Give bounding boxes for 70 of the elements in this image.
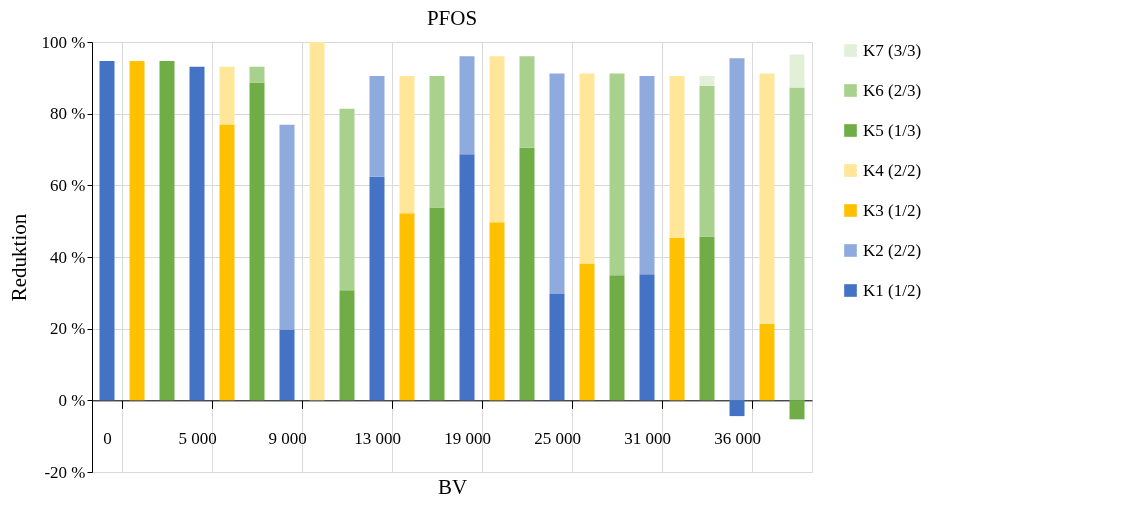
x-tick-label: 19 000 (444, 428, 491, 448)
x-tick-label: 5 000 (178, 428, 217, 448)
legend-label: K4 (2/2) (863, 160, 922, 180)
legend-label: K7 (3/3) (863, 40, 922, 60)
bar (189, 66, 205, 401)
bar (549, 293, 565, 401)
bar (699, 76, 715, 86)
bar (279, 329, 295, 401)
bar (519, 56, 535, 148)
bar (609, 275, 625, 401)
y-axis-title: Reduktion (6, 213, 31, 302)
bar (729, 58, 745, 401)
x-tick-label: 13 000 (354, 428, 401, 448)
bar (429, 207, 445, 401)
y-tick-label: 80 % (50, 104, 86, 124)
bar (669, 237, 685, 401)
bar (489, 222, 505, 401)
x-tick-label: 31 000 (624, 428, 671, 448)
bar (399, 213, 415, 401)
x-tick-label: 0 (103, 428, 112, 448)
y-tick-label: -20 % (44, 462, 86, 482)
x-axis-title: BV (437, 474, 468, 499)
bar (669, 76, 685, 238)
bar (159, 60, 175, 401)
bar (339, 290, 355, 401)
bar (519, 147, 535, 401)
bar (369, 176, 385, 401)
bar (609, 73, 625, 276)
legend-label: K6 (2/3) (863, 80, 922, 100)
bar (459, 56, 475, 155)
bar (579, 263, 595, 401)
legend-label: K1 (1/2) (863, 280, 922, 300)
y-tick-label: 0 % (58, 390, 86, 410)
x-tick-label: 36 000 (714, 428, 761, 448)
bar (309, 42, 325, 401)
y-tick-label: 20 % (50, 319, 86, 339)
bar (579, 73, 595, 264)
legend-label: K3 (1/2) (863, 200, 922, 220)
bar (759, 323, 775, 401)
y-tick-label: 100 % (41, 32, 86, 52)
bar (789, 54, 805, 88)
bar (249, 66, 265, 83)
x-tick-label: 25 000 (534, 428, 581, 448)
bar (759, 73, 775, 324)
bar (399, 76, 415, 214)
y-tick-label: 40 % (50, 247, 86, 267)
bar (369, 76, 385, 177)
bar (549, 73, 565, 294)
bar (129, 60, 145, 401)
bar (249, 82, 265, 401)
bar (699, 85, 715, 237)
bar (429, 76, 445, 208)
bar (489, 56, 505, 223)
y-tick-label: 60 % (50, 175, 86, 195)
chart-title: PFOS (426, 6, 478, 30)
bar (219, 66, 235, 125)
bar (639, 76, 655, 275)
bar (789, 400, 805, 420)
bar (99, 60, 115, 401)
x-tick-label: 9 000 (268, 428, 307, 448)
bar (639, 274, 655, 401)
bar (729, 400, 745, 417)
bar (219, 124, 235, 401)
legend-label: K2 (2/2) (863, 240, 922, 260)
bar (459, 154, 475, 401)
bar (699, 236, 715, 401)
bar (339, 108, 355, 291)
bar (789, 87, 805, 401)
legend-label: K5 (1/3) (863, 120, 922, 140)
bar (279, 124, 295, 330)
